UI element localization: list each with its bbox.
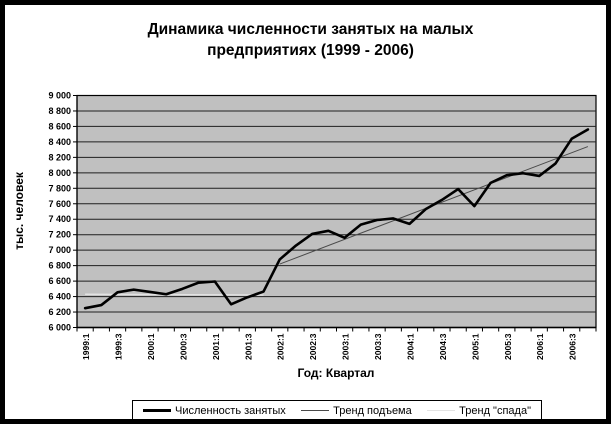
x-tick-label: 1999:1 [81,333,91,360]
y-tick-label: 6 200 [48,307,71,317]
y-tick-label: 8 400 [48,137,71,147]
legend-line-trend-decline-sample [427,410,456,411]
x-tick-label: 2000:1 [146,333,156,360]
chart-title-line-2: предприятиях (1999 - 2006) [207,42,414,59]
y-tick-label: 6 600 [48,276,71,286]
y-tick-label: 7 600 [48,199,71,209]
y-tick-label: 6 800 [48,261,71,271]
x-tick-label: 2004:3 [438,333,448,360]
y-tick-label: 8 200 [48,152,71,162]
legend-label-trend-decline: Тренд "спада" [459,404,531,417]
x-tick-label: 2004:1 [405,333,415,360]
y-tick-label: 7 200 [48,230,71,240]
x-tick-label: 2005:3 [503,333,513,360]
y-tick-label: 7 800 [48,183,71,193]
x-tick-label: 2001:3 [243,333,253,360]
legend-item-series: Численность занятых [143,405,286,417]
x-tick-label: 2002:3 [308,333,318,360]
y-tick-label: 8 800 [48,106,71,116]
x-tick-label: 2002:1 [276,333,286,360]
x-tick-label: 2001:1 [211,333,221,360]
y-tick-label: 7 400 [48,214,71,224]
y-tick-label: 6 000 [48,323,71,333]
series-line [83,128,590,310]
plot-area [76,94,597,329]
y-tick-label: 6 400 [48,292,71,302]
x-tick-label: 2000:3 [178,333,188,360]
y-axis-title: тыс. человек [12,171,26,250]
y-tick-label: 7 000 [48,245,71,255]
chart-title-line-1: Динамика численности занятых на малых [147,21,474,38]
legend-item-trend-decline: Тренд "спада" [427,405,531,417]
x-tick-label: 2003:3 [373,333,383,360]
legend: Численность занятых Тренд подъема Тренд … [132,400,542,419]
x-tick-label: 2003:1 [341,333,351,360]
legend-label-series: Численность занятых [175,404,286,417]
chart-plot: 6 000 6 200 6 400 6 600 6 800 7 000 7 200 7 400… [12,91,597,380]
y-tick-label: 9 000 [48,91,71,101]
legend-item-trend-rise: Тренд подъема [301,405,412,417]
x-axis-title: Год: Квартал [298,366,375,380]
legend-line-series-sample [143,409,171,412]
legend-line-trend-rise-sample [301,410,330,411]
x-tick-label: 2005:1 [470,333,480,360]
trend-line [85,293,264,296]
legend-label-trend-rise: Тренд подъема [333,404,412,417]
x-tick-label: 2006:1 [535,333,545,360]
x-tick-label: 2006:3 [568,333,578,360]
chart-title: Динамика численности занятых на малых пр… [95,19,526,61]
y-tick-label: 8 000 [48,168,71,178]
y-tick-label: 8 600 [48,121,71,131]
x-tick-label: 1999:3 [114,333,124,360]
